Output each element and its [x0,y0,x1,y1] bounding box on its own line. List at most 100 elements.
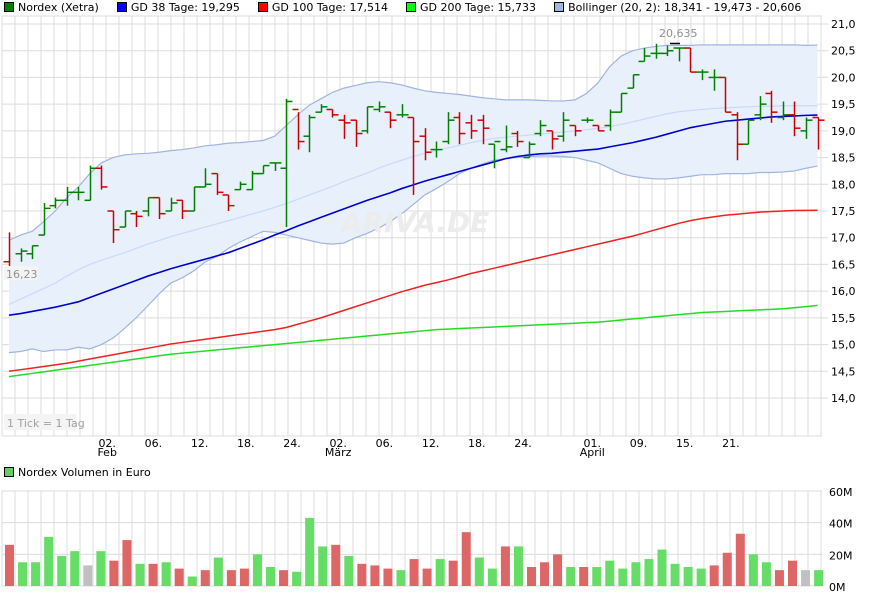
ohlc-bar [199,168,212,188]
x-tick-label: 06. [376,437,394,450]
ohlc-bar [130,211,143,228]
volume-bar [566,567,576,586]
volume-bar [801,570,811,586]
ohlc-bar [581,117,594,123]
legend-swatch-bollinger [554,2,565,12]
y-tick-label: 17,0 [831,232,856,245]
vol-tick-label: 60M [829,486,853,499]
volume-bar [435,559,445,586]
volume-bar [540,562,550,586]
ohlc-bar [350,119,363,147]
price-y-axis: 21,0 20,5 20,0 19,5 19,0 18,5 18,0 17,5 17,0 16,5… [831,18,856,405]
volume-bar [657,549,667,586]
volume-bar [318,546,328,586]
ohlc-bar [396,104,409,118]
x-tick-label: 12. [422,437,440,450]
y-tick-label: 21,0 [831,18,856,31]
volume-bar [448,560,458,586]
ohlc-bar [211,172,224,195]
y-tick-label: 14,5 [831,365,856,378]
ohlc-bar [442,112,455,145]
ohlc-bar [384,111,397,129]
ohlc-bar [49,197,62,209]
ohlc-bar [234,181,247,191]
ohlc-bar [373,101,386,113]
legend-label: Nordex (Xetra) [18,0,99,14]
volume-bar [70,551,80,586]
ohlc-bar [269,162,282,171]
volume-bar [500,546,510,586]
volume-bar [396,570,406,586]
y-tick-label: 15,5 [831,312,856,325]
volume-bar [226,570,236,586]
volume-bar [774,570,784,586]
legend-item-bollinger: Bollinger (20, 2): 18,341 - 19,473 - 20,… [554,1,801,14]
x-tick-label: 12. [191,437,209,450]
legend-label: GD 38 Tage: 19,295 [130,0,240,14]
volume-bar [618,568,628,586]
ohlc-bar [38,202,51,236]
tick-note: 1 Tick = 1 Tag [7,417,85,430]
volume-bar [814,570,824,586]
ohlc-bar [292,108,305,150]
volume-legend: Nordex Volumen in Euro [0,465,151,479]
volume-bar [135,563,145,586]
ohlc-bar [153,196,166,220]
volume-bar [213,557,223,586]
y-tick-label: 19,5 [831,98,856,111]
ohlc-bar [430,141,443,158]
volume-bar [631,562,641,586]
legend-swatch-gd38 [116,2,127,12]
ohlc-bar [419,128,432,161]
y-tick-label: 14,0 [831,392,856,405]
ohlc-bar [615,92,628,113]
ohlc-bar [719,76,732,113]
ohlc-bar [812,116,825,150]
vol-tick-label: 20M [829,549,853,562]
ohlc-bar [661,45,674,57]
volume-y-axis: 60M 40M 20M 0M [829,486,853,594]
ohlc-bar [165,197,178,212]
ohlc-bar [534,120,547,137]
y-tick-label: 18,5 [831,152,856,165]
legend-swatch-nordex [4,2,14,12]
volume-bar [683,567,693,586]
volume-bar [109,560,119,586]
volume-bar [161,562,171,586]
legend-label: Nordex Volumen in Euro [18,465,151,479]
ohlc-bar [453,112,466,145]
volume-bar [553,554,563,586]
ohlc-bar [95,165,108,190]
volume-bar [279,570,289,586]
x-tick-label: 06. [145,437,163,450]
legend-label: GD 100 Tage: 17,514 [271,0,388,14]
legend-item-gd38: GD 38 Tage: 19,295 [116,0,240,14]
ohlc-bar [592,124,605,132]
volume-bar [788,560,797,586]
volume-bar [200,570,210,586]
volume-bar [722,552,732,586]
ohlc-bar [788,101,801,137]
volume-bar [474,557,484,586]
ohlc-bar [511,130,524,147]
volume-bar [670,563,680,586]
volume-bar [461,532,471,586]
x-tick-label: 09. [630,437,648,450]
volume-bar [174,568,184,586]
y-tick-label: 16,0 [831,285,856,298]
x-tick-label: 15. [676,437,694,450]
bollinger-lower [8,155,818,354]
y-tick-label: 16,5 [831,258,856,271]
volume-bar [344,555,354,586]
low-label-bg [4,266,38,280]
ohlc-bar [569,124,582,137]
legend-item-gd200: GD 200 Tage: 15,733 [405,1,536,14]
volume-bar [579,567,589,586]
x-tick-label: 02. [329,437,347,450]
ohlc-bar [500,125,513,153]
volume-bar [527,567,536,586]
ohlc-bar [303,114,316,153]
volume-bar [644,559,654,586]
